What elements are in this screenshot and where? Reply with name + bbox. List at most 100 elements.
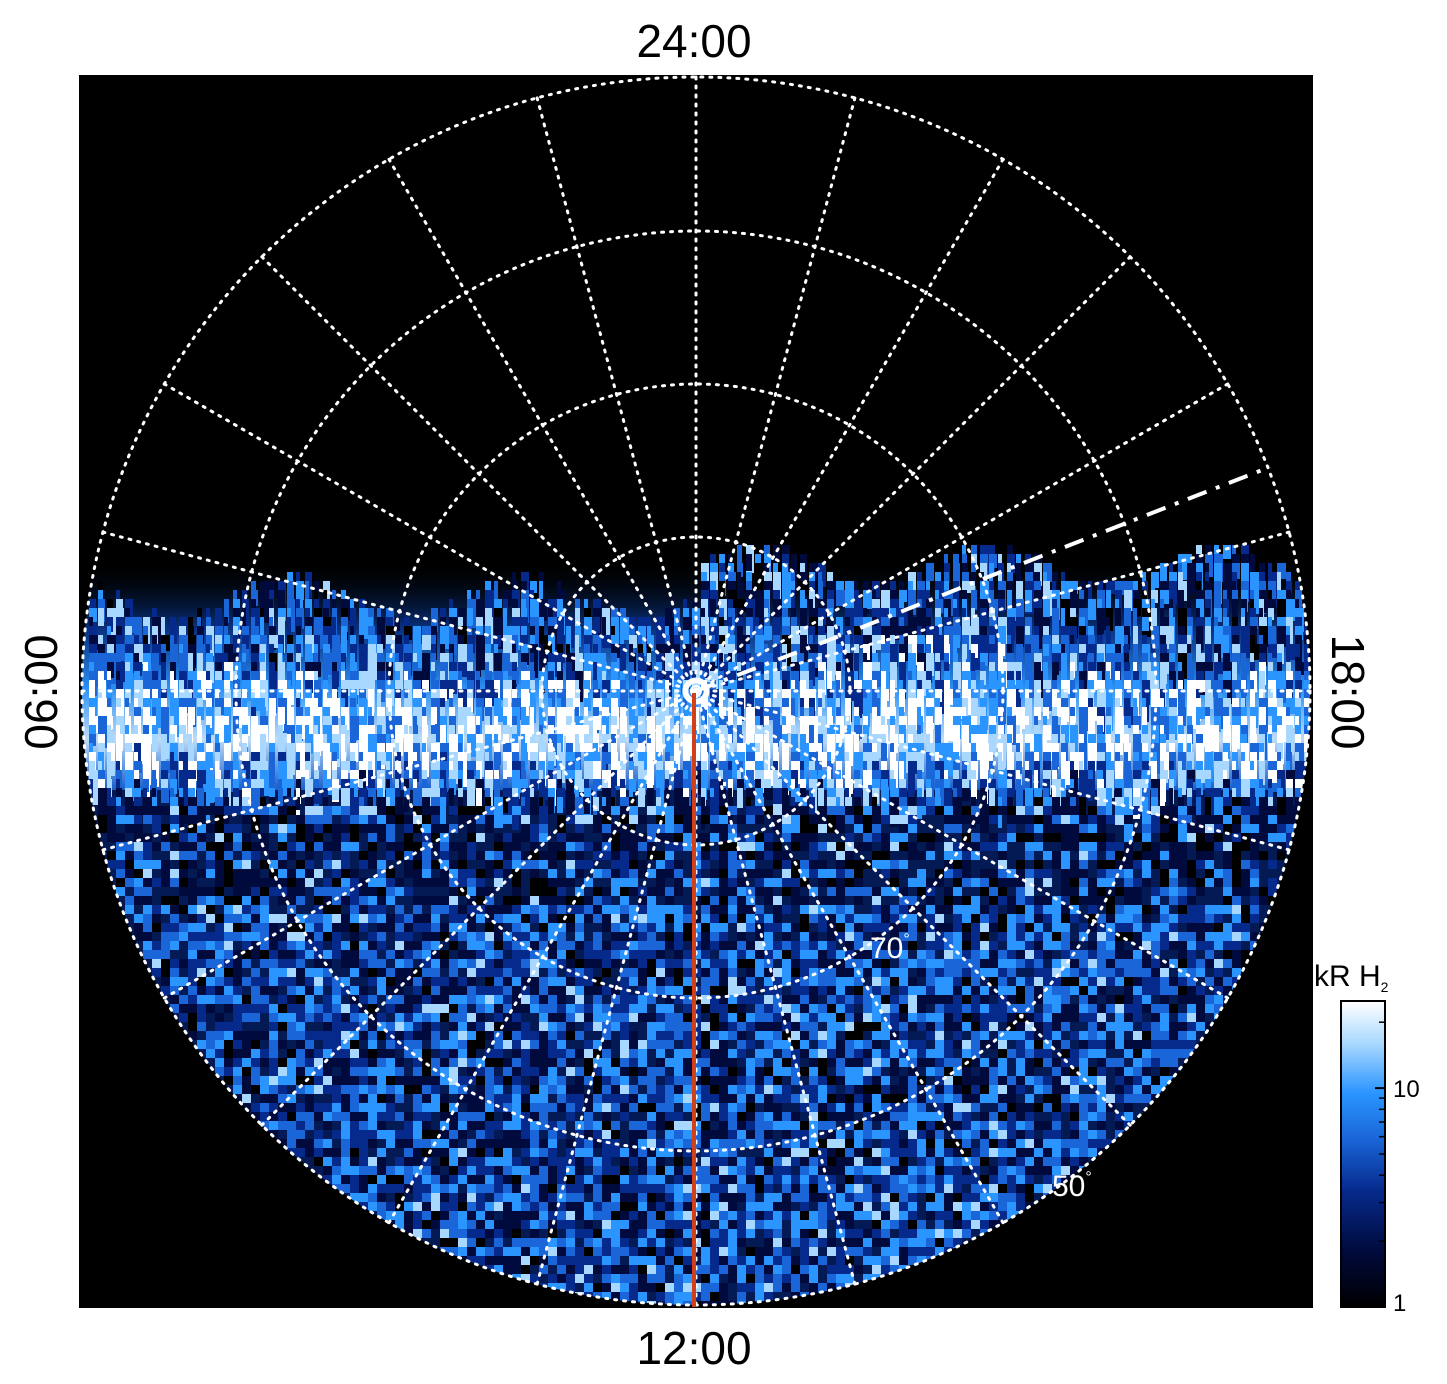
emission-pixel [1043, 878, 1052, 887]
emission-pixel [431, 680, 439, 696]
emission-pixel [143, 914, 152, 923]
emission-pixel [1268, 815, 1277, 824]
emission-pixel [800, 815, 809, 824]
emission-pixel [818, 869, 827, 878]
emission-pixel [863, 590, 872, 609]
emission-pixel [773, 851, 782, 860]
emission-pixel [665, 698, 669, 712]
emission-pixel [503, 851, 512, 860]
emission-pixel [989, 698, 998, 715]
emission-pixel [422, 806, 431, 815]
emission-pixel [1205, 851, 1214, 860]
emission-pixel [359, 806, 368, 815]
emission-pixel [134, 923, 143, 932]
emission-pixel [1178, 869, 1187, 878]
emission-pixel [143, 815, 152, 824]
emission-pixel [620, 860, 629, 869]
emission-pixel [1025, 896, 1034, 905]
emission-pixel [1160, 869, 1169, 878]
emission-pixel [548, 887, 557, 896]
emission-pixel [1070, 599, 1078, 614]
emission-pixel [422, 635, 431, 650]
emission-pixel [251, 914, 260, 923]
emission-pixel [1034, 914, 1043, 923]
emission-pixel [818, 572, 822, 587]
emission-pixel [1142, 635, 1147, 648]
emission-pixel [1169, 824, 1178, 833]
emission-pixel [773, 923, 782, 932]
emission-pixel [1088, 851, 1097, 860]
emission-pixel [908, 590, 916, 615]
emission-pixel [782, 824, 791, 833]
emission-pixel [980, 653, 988, 666]
emission-pixel [1115, 851, 1124, 860]
emission-pixel [1142, 698, 1146, 714]
emission-pixel [368, 851, 377, 860]
emission-pixel [404, 662, 411, 679]
emission-pixel [962, 617, 970, 631]
emission-pixel [1079, 869, 1088, 878]
emission-pixel [206, 725, 210, 742]
emission-pixel [404, 869, 413, 878]
emission-pixel [161, 617, 165, 635]
emission-pixel [890, 635, 895, 651]
emission-pixel [1016, 599, 1024, 633]
emission-pixel [1007, 806, 1016, 815]
emission-pixel [485, 725, 494, 740]
emission-pixel [953, 626, 961, 641]
emission-pixel [332, 725, 339, 738]
emission-pixel [215, 698, 224, 715]
emission-pixel [530, 860, 539, 869]
emission-pixel [791, 896, 800, 905]
emission-pixel [1043, 896, 1052, 905]
emission-pixel [800, 941, 809, 950]
emission-pixel [836, 923, 845, 932]
emission-pixel [188, 806, 197, 815]
emission-pixel [908, 635, 917, 665]
emission-pixel [899, 860, 908, 869]
emission-pixel [1070, 815, 1079, 824]
emission-pixel [989, 833, 998, 842]
emission-pixel [926, 608, 932, 622]
emission-pixel [971, 707, 980, 724]
emission-pixel [1250, 581, 1259, 614]
emission-pixel [1241, 914, 1250, 923]
emission-pixel [1232, 941, 1241, 950]
emission-pixel [485, 824, 494, 833]
emission-pixel [1115, 923, 1124, 932]
emission-pixel [1016, 563, 1021, 596]
emission-pixel [989, 941, 998, 950]
emission-pixel [584, 941, 593, 950]
emission-pixel [386, 869, 395, 878]
emission-pixel [710, 725, 715, 738]
emission-pixel [512, 725, 517, 738]
emission-pixel [1160, 662, 1169, 674]
emission-pixel [548, 923, 557, 932]
emission-pixel [1034, 635, 1039, 662]
emission-pixel [251, 608, 260, 628]
emission-pixel [1034, 896, 1043, 905]
emission-pixel [179, 806, 188, 815]
emission-pixel [1178, 806, 1187, 815]
emission-pixel [593, 824, 602, 833]
emission-pixel [899, 842, 908, 851]
emission-pixel [305, 869, 314, 878]
emission-pixel [773, 914, 782, 923]
emission-pixel [737, 923, 746, 932]
emission-pixel [575, 842, 584, 851]
emission-pixel [935, 644, 942, 658]
emission-pixel [1250, 590, 1254, 606]
emission-pixel [1133, 716, 1141, 730]
emission-pixel [143, 869, 152, 878]
emission-pixel [593, 662, 597, 677]
emission-pixel [1241, 806, 1250, 815]
emission-pixel [449, 671, 458, 684]
emission-pixel [1277, 851, 1286, 860]
emission-pixel [1250, 617, 1258, 629]
emission-pixel [485, 689, 494, 702]
emission-pixel [611, 851, 620, 860]
emission-pixel [1214, 914, 1223, 923]
emission-pixel [566, 923, 575, 932]
emission-pixel [476, 914, 485, 923]
